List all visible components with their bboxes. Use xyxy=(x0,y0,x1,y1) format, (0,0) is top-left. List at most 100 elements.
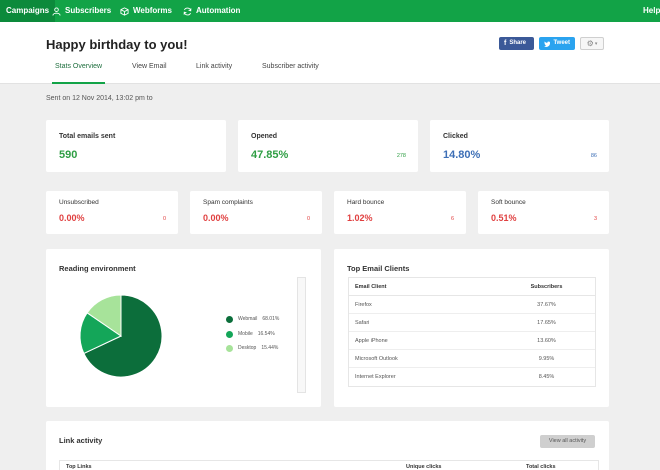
facebook-icon: f xyxy=(504,40,507,47)
tab-view-email[interactable]: View Email xyxy=(132,63,167,70)
view-all-activity-button[interactable]: View all activity xyxy=(540,435,595,448)
client-name: Safari xyxy=(355,320,370,326)
nav-subscribers[interactable]: Subscribers xyxy=(52,0,111,22)
client-name: Apple iPhone xyxy=(355,338,388,344)
reading-environment-title: Reading environment xyxy=(59,264,136,273)
client-value: 17.65% xyxy=(537,320,556,326)
client-name: Microsoft Outlook xyxy=(355,356,398,362)
nav-automation[interactable]: Automation xyxy=(183,0,240,22)
reading-pie-chart xyxy=(79,294,163,378)
client-value: 9.95% xyxy=(538,356,555,362)
nav-automation-label: Automation xyxy=(196,6,241,15)
nav-webforms[interactable]: Webforms xyxy=(120,0,172,22)
stat-value: 14.80% xyxy=(443,149,481,161)
stat-value: 0.00% xyxy=(59,213,85,223)
column-header-subscribers: Subscribers xyxy=(530,284,563,290)
nav-subscribers-label: Subscribers xyxy=(65,6,112,15)
twitter-icon xyxy=(544,40,551,47)
legend-dot xyxy=(226,315,233,323)
link-activity-title: Link activity xyxy=(59,436,103,445)
legend-dot xyxy=(226,330,233,338)
legend-dot xyxy=(226,344,233,352)
gear-icon: ⚙ xyxy=(586,39,594,48)
legend-pct: 16.54% xyxy=(257,331,275,337)
link-activity-card: Link activity xyxy=(46,421,609,470)
chart-scrollbar[interactable] xyxy=(297,277,306,393)
legend-name: Webmail xyxy=(238,316,258,322)
settings-dropdown[interactable]: ⚙ ▾ xyxy=(580,37,604,50)
pie-slice-webmail xyxy=(83,294,163,378)
stat-value: 47.85% xyxy=(251,149,289,161)
stat-label: Clicked xyxy=(443,133,468,140)
stat-value: 0.00% xyxy=(203,213,229,223)
table-row: Internet Explorer 8.45% xyxy=(349,368,595,386)
stat-count: 86 xyxy=(590,153,597,159)
tab-link-activity[interactable]: Link activity xyxy=(196,63,233,70)
sent-info: Sent on 12 Nov 2014, 13:02 pm to xyxy=(46,95,153,102)
top-navigation: Campaigns Subscribers Webforms Automatio… xyxy=(0,0,660,22)
chevron-down-icon: ▾ xyxy=(594,40,598,47)
stat-count: 6 xyxy=(450,216,454,222)
client-name: Firefox xyxy=(355,302,372,308)
stat-value: 590 xyxy=(59,149,78,161)
legend-item-mobile: Mobile 16.54% xyxy=(226,329,275,339)
table-row: Firefox 37.67% xyxy=(349,296,595,314)
tweet-label: Tweet xyxy=(553,40,570,46)
nav-campaigns[interactable]: Campaigns xyxy=(0,0,56,22)
table-header: Email Client Subscribers xyxy=(349,278,595,296)
client-name: Internet Explorer xyxy=(355,374,396,380)
pie-slice-desktop xyxy=(86,294,122,337)
table-row: Apple iPhone 13.60% xyxy=(349,332,595,350)
stat-count: 3 xyxy=(593,216,597,222)
stat-value: 1.02% xyxy=(347,213,373,223)
help-link[interactable]: Help xyxy=(643,0,660,22)
stat-card-hard-bounce: Hard bounce 1.02% 6 xyxy=(334,191,466,234)
stat-label: Total emails sent xyxy=(59,133,116,140)
tab-subscriber-activity[interactable]: Subscriber activity xyxy=(262,63,319,70)
stat-card-unsubscribed: Unsubscribed 0.00% 0 xyxy=(46,191,178,234)
refresh-icon xyxy=(183,7,192,15)
top-email-clients-title: Top Email Clients xyxy=(347,264,410,273)
tab-stats-overview[interactable]: Stats Overview xyxy=(52,60,106,84)
page-title: Happy birthday to you! xyxy=(46,37,188,52)
stat-card-clicked: Clicked 14.80% 86 xyxy=(430,120,609,172)
stat-card-soft-bounce: Soft bounce 0.51% 3 xyxy=(478,191,609,234)
stat-card-total-sent: Total emails sent 590 xyxy=(46,120,226,172)
cube-icon xyxy=(120,6,129,16)
client-value: 13.60% xyxy=(537,338,556,344)
legend-pct: 68.01% xyxy=(262,316,280,322)
email-clients-table: Email Client Subscribers Firefox 37.67% … xyxy=(348,277,596,387)
table-row: Microsoft Outlook 9.95% xyxy=(349,350,595,368)
stat-label: Soft bounce xyxy=(491,199,526,206)
stat-count: 0 xyxy=(162,216,166,222)
stat-label: Opened xyxy=(251,133,278,140)
stat-value: 0.51% xyxy=(491,213,517,223)
column-header-unique-clicks: Unique clicks xyxy=(406,464,442,470)
table-row: Safari 17.65% xyxy=(349,314,595,332)
nav-campaigns-label: Campaigns xyxy=(6,6,50,15)
share-label: Share xyxy=(509,40,527,46)
legend-name: Desktop xyxy=(238,345,257,351)
client-value: 37.67% xyxy=(537,302,556,308)
stat-label: Unsubscribed xyxy=(59,199,99,206)
legend-item-desktop: Desktop 15.44% xyxy=(226,343,278,353)
campaign-header: Happy birthday to you! f Share Tweet ⚙ ▾… xyxy=(0,22,660,84)
legend-name: Mobile xyxy=(238,331,253,337)
top-email-clients-card: Top Email Clients Email Client Subscribe… xyxy=(334,249,609,407)
link-activity-table-header: Top Links Unique clicks Total clicks xyxy=(59,460,599,470)
reading-environment-card: Reading environment Webmail 68.01% Mobil… xyxy=(46,249,321,407)
stat-label: Spam complaints xyxy=(203,199,253,206)
twitter-tweet-button[interactable]: Tweet xyxy=(539,37,575,50)
nav-webforms-label: Webforms xyxy=(133,6,172,15)
stat-label: Hard bounce xyxy=(347,199,385,206)
stat-card-opened: Opened 47.85% 278 xyxy=(238,120,418,172)
stat-count: 0 xyxy=(306,216,310,222)
user-icon xyxy=(52,6,61,16)
legend-item-webmail: Webmail 68.01% xyxy=(226,314,279,324)
column-header-client: Email Client xyxy=(355,284,387,290)
help-label: Help xyxy=(643,6,660,15)
facebook-share-button[interactable]: f Share xyxy=(499,37,534,50)
column-header-total-clicks: Total clicks xyxy=(526,464,556,470)
stat-card-spam-complaints: Spam complaints 0.00% 0 xyxy=(190,191,322,234)
column-header-top-links: Top Links xyxy=(66,464,92,470)
